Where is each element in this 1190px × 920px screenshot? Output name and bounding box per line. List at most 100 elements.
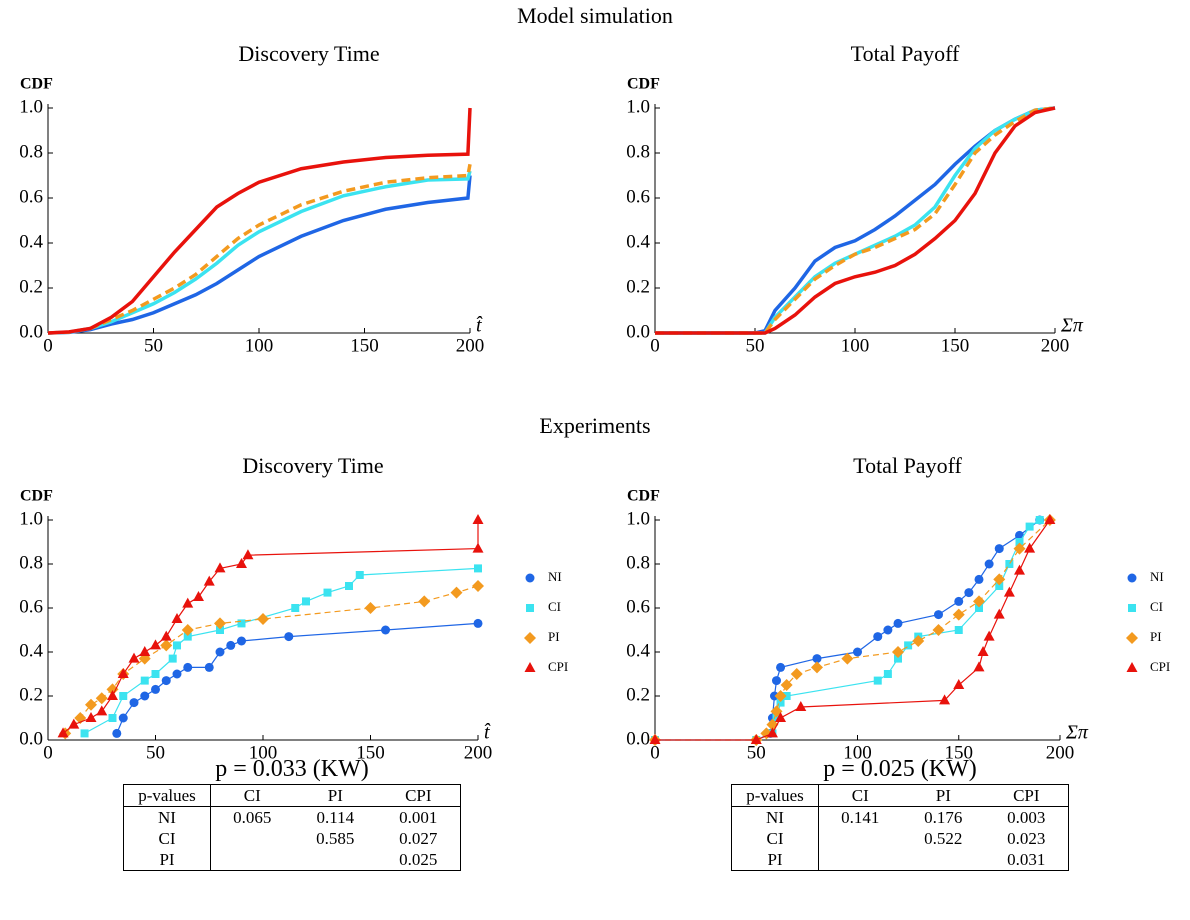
marker [203, 575, 215, 586]
y-tick-label: 0.2 [19, 276, 43, 297]
series-line [64, 585, 479, 734]
marker [790, 668, 803, 680]
marker [345, 582, 353, 590]
marker [812, 654, 822, 664]
marker [772, 714, 781, 722]
y-tick-label: 0.6 [19, 596, 43, 617]
marker [952, 608, 965, 621]
legend-label: CI [548, 599, 561, 614]
table-row: p-values CI PI CPI [731, 784, 1069, 807]
test-label: p = 0.033 (KW) [215, 756, 369, 782]
marker [119, 692, 128, 700]
marker [193, 591, 204, 601]
x-tick-label: 50 [747, 742, 766, 763]
x-tick-label: 0 [650, 742, 660, 763]
marker [242, 549, 254, 560]
y-tick-label: 0.0 [626, 321, 650, 342]
y-axis-label: CDF [627, 76, 660, 93]
marker [85, 698, 97, 711]
marker [776, 698, 785, 707]
series-line [655, 519, 1051, 741]
x-tick-label: 200 [456, 335, 485, 356]
legend-label: PI [1150, 629, 1162, 644]
marker [226, 640, 236, 650]
y-tick-label: 0.8 [626, 141, 650, 162]
table-cell: 0.065 [233, 807, 272, 827]
marker [418, 595, 431, 608]
table-cell: NI [731, 806, 819, 828]
table-cell: 0.003 [1007, 807, 1046, 827]
y-tick-label: 0.6 [626, 596, 650, 617]
table-cell: 0.031 [1007, 849, 1046, 869]
marker [323, 588, 332, 597]
x-tick-label: 150 [945, 742, 974, 763]
table-cell: 0.023 [1007, 828, 1046, 848]
marker [291, 604, 300, 612]
marker [932, 624, 945, 636]
marker [995, 582, 1004, 590]
table-row: PI 0.031 [731, 849, 1069, 871]
p-value-table: p-values CI PI CPI NI 0.141 0.176 0.003 CI 0.522 0… [731, 784, 1069, 871]
test-block: p = 0.033 (KW) p-values CI PI CPI NI 0.065 0.1… [112, 754, 472, 871]
marker [473, 618, 483, 628]
x-axis-label: Σπ [1060, 315, 1084, 337]
marker [161, 676, 171, 686]
x-tick-label: 100 [245, 335, 274, 356]
marker [772, 676, 781, 686]
marker [1044, 514, 1056, 524]
marker [118, 713, 128, 723]
series-line [84, 567, 479, 734]
marker [236, 558, 247, 568]
marker [975, 604, 983, 612]
marker [171, 613, 183, 623]
marker [140, 691, 150, 701]
marker [112, 728, 122, 738]
marker [974, 574, 984, 584]
y-tick-label: 0.0 [626, 728, 650, 749]
y-tick-label: 0.2 [19, 684, 43, 705]
x-tick-label: 50 [144, 335, 163, 356]
marker [215, 647, 225, 657]
y-tick-label: 0.6 [626, 186, 650, 207]
table-cell: NI [123, 806, 211, 828]
marker [769, 691, 779, 701]
marker [57, 727, 69, 738]
series-line [655, 106, 1056, 335]
x-axis-label: Σπ [1065, 722, 1089, 744]
y-tick-label: 0.6 [19, 186, 43, 207]
legend-label: NI [1150, 569, 1164, 584]
legend-marker [525, 573, 535, 583]
marker [649, 734, 661, 744]
marker [841, 652, 854, 665]
marker [894, 654, 902, 663]
marker [795, 701, 807, 711]
table-cell [210, 849, 294, 871]
marker [183, 662, 193, 672]
x-tick-label: 200 [464, 742, 493, 763]
marker [302, 597, 310, 606]
series-line [655, 519, 1041, 741]
marker [160, 639, 173, 652]
table-cell: PI [123, 849, 211, 871]
marker [977, 646, 989, 656]
table-cell: p-values [731, 784, 819, 807]
marker [85, 712, 97, 722]
y-tick-label: 0.2 [626, 276, 650, 297]
marker [1024, 542, 1036, 553]
y-tick-label: 0.8 [626, 552, 650, 573]
legend-marker [524, 632, 536, 644]
marker [993, 608, 1005, 619]
marker [160, 630, 172, 641]
marker [993, 573, 1006, 586]
marker [893, 618, 903, 628]
table-cell: CI [123, 828, 211, 849]
y-tick-label: 0.4 [19, 640, 43, 661]
marker [1025, 522, 1034, 531]
y-tick-label: 0.2 [626, 684, 650, 705]
marker [776, 662, 786, 672]
marker [150, 639, 161, 650]
y-tick-label: 0.8 [19, 141, 43, 162]
x-tick-label: 150 [941, 335, 970, 356]
